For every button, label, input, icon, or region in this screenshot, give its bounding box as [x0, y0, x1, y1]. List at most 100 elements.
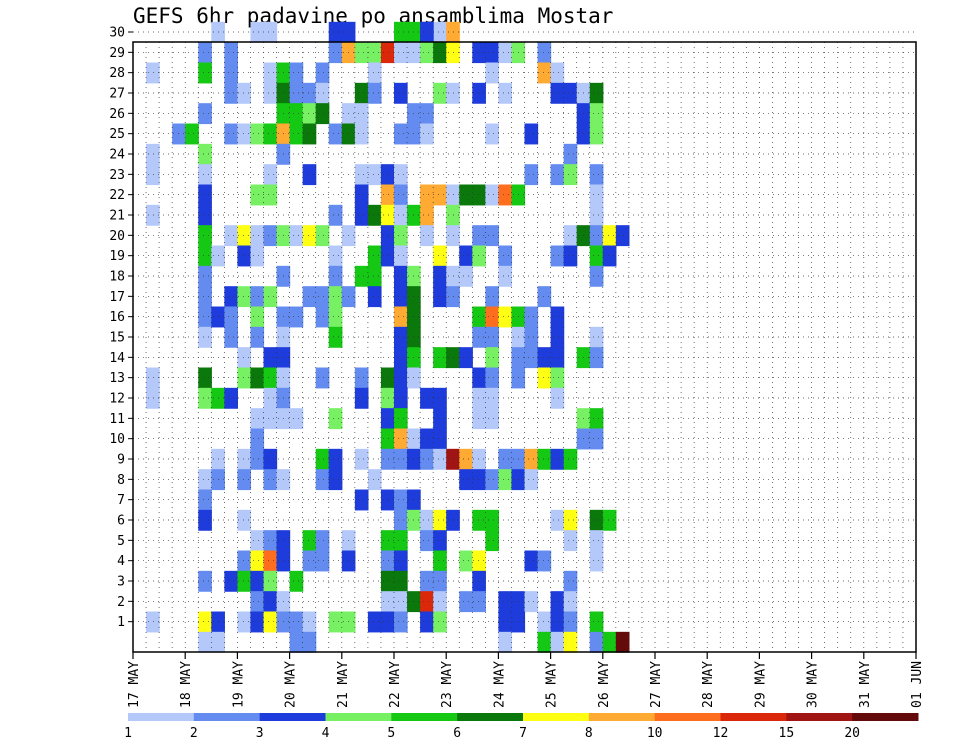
heatmap-cell — [224, 82, 238, 104]
heatmap-cell — [146, 611, 160, 633]
heatmap-cell — [263, 62, 278, 84]
heatmap-cell — [394, 21, 408, 43]
heatmap-cell — [354, 265, 369, 287]
heatmap-cell — [589, 550, 604, 572]
heatmap-cell — [433, 347, 447, 369]
heatmap-cell — [263, 448, 278, 470]
heatmap-cell — [354, 82, 369, 104]
heatmap-cell — [237, 448, 252, 470]
heatmap-cell — [420, 530, 434, 552]
x-tick-label: 24 MAY — [492, 661, 507, 708]
heatmap-cell — [380, 448, 395, 470]
heatmap-cell — [550, 509, 565, 531]
heatmap-cell — [472, 367, 486, 389]
heatmap-cell — [354, 367, 369, 389]
heatmap-cell — [420, 123, 434, 145]
heatmap-cell — [380, 428, 395, 450]
heatmap-cell — [459, 265, 473, 287]
y-tick-label: 13 — [109, 371, 125, 386]
heatmap-cell — [485, 347, 499, 369]
heatmap-cell — [485, 387, 499, 409]
heatmap-cell — [394, 184, 408, 206]
y-tick-label: 19 — [109, 249, 125, 264]
heatmap-cell — [459, 550, 473, 572]
heatmap-cell — [380, 530, 395, 552]
heatmap-cell — [328, 265, 343, 287]
heatmap-cell — [263, 570, 278, 592]
heatmap-cell — [420, 509, 434, 531]
heatmap-cell — [537, 631, 552, 653]
heatmap-cell — [237, 347, 252, 369]
y-tick-label: 24 — [109, 148, 125, 163]
heatmap-cell — [394, 387, 408, 409]
heatmap-cell — [394, 42, 408, 64]
y-tick-label: 4 — [117, 554, 125, 569]
y-tick-label: 17 — [109, 290, 125, 305]
x-tick-label: 27 MAY — [649, 661, 664, 708]
heatmap-cell — [498, 448, 513, 470]
heatmap-cell — [250, 408, 265, 430]
heatmap-cell — [550, 367, 565, 389]
heatmap-cell — [420, 428, 434, 450]
heatmap-cell — [146, 204, 160, 226]
heatmap-cell — [433, 428, 447, 450]
heatmap-cell — [394, 591, 408, 613]
heatmap-cell — [524, 448, 539, 470]
heatmap-cell — [498, 631, 513, 653]
x-tick-label: 23 MAY — [440, 661, 455, 708]
heatmap-cell — [380, 184, 395, 206]
heatmap-cell — [485, 530, 499, 552]
heatmap-cell — [472, 469, 486, 491]
heatmap-cell — [250, 367, 265, 389]
heatmap-cell — [354, 184, 369, 206]
heatmap-cell — [602, 509, 617, 531]
heatmap-cell — [420, 103, 434, 125]
x-tick-label: 19 MAY — [231, 661, 246, 708]
colorbar-label: 8 — [585, 726, 593, 741]
heatmap-cell — [224, 62, 238, 84]
heatmap-cell — [237, 245, 252, 267]
heatmap-cell — [589, 82, 604, 104]
heatmap-cell — [615, 225, 630, 247]
heatmap-cell — [224, 570, 238, 592]
y-axis: 1234567891011121314151617181920212223242… — [109, 26, 133, 630]
heatmap-cell — [250, 123, 265, 145]
x-tick-label: 22 MAY — [388, 661, 403, 708]
heatmap-cell — [394, 265, 408, 287]
heatmap-cell — [394, 489, 408, 511]
heatmap-cell — [537, 42, 552, 64]
heatmap-cell — [263, 164, 278, 186]
heatmap-cell — [524, 550, 539, 572]
y-tick-label: 21 — [109, 209, 125, 224]
heatmap-cell — [146, 62, 160, 84]
y-tick-label: 23 — [109, 168, 125, 183]
x-tick-label: 28 MAY — [701, 661, 716, 708]
heatmap-cell — [550, 631, 565, 653]
heatmap-cell — [550, 62, 565, 84]
heatmap-cell — [394, 347, 408, 369]
heatmap-cell — [485, 509, 499, 531]
heatmap-cell — [433, 21, 447, 43]
y-tick-label: 16 — [109, 310, 125, 325]
heatmap-cell — [433, 591, 447, 613]
heatmap-cell — [498, 306, 513, 328]
colorbar-label: 5 — [387, 726, 395, 741]
heatmap-cell — [315, 530, 330, 552]
heatmap-cell — [250, 550, 265, 572]
heatmap-cell — [537, 550, 552, 572]
colorbar-label: 6 — [453, 726, 461, 741]
y-tick-label: 2 — [117, 595, 125, 610]
heatmap-cell — [602, 225, 617, 247]
heatmap-cell — [380, 591, 395, 613]
heatmap-cell — [563, 164, 578, 186]
heatmap-cell — [550, 347, 565, 369]
heatmap-cell — [537, 286, 552, 308]
heatmap-cell — [289, 408, 304, 430]
colorbar-swatch — [588, 713, 656, 721]
heatmap-cell — [433, 184, 447, 206]
y-tick-label: 15 — [109, 331, 125, 346]
heatmap-cell — [472, 448, 486, 470]
heatmap-cell — [485, 367, 499, 389]
heatmap-cell — [263, 387, 278, 409]
heatmap-cell — [250, 225, 265, 247]
